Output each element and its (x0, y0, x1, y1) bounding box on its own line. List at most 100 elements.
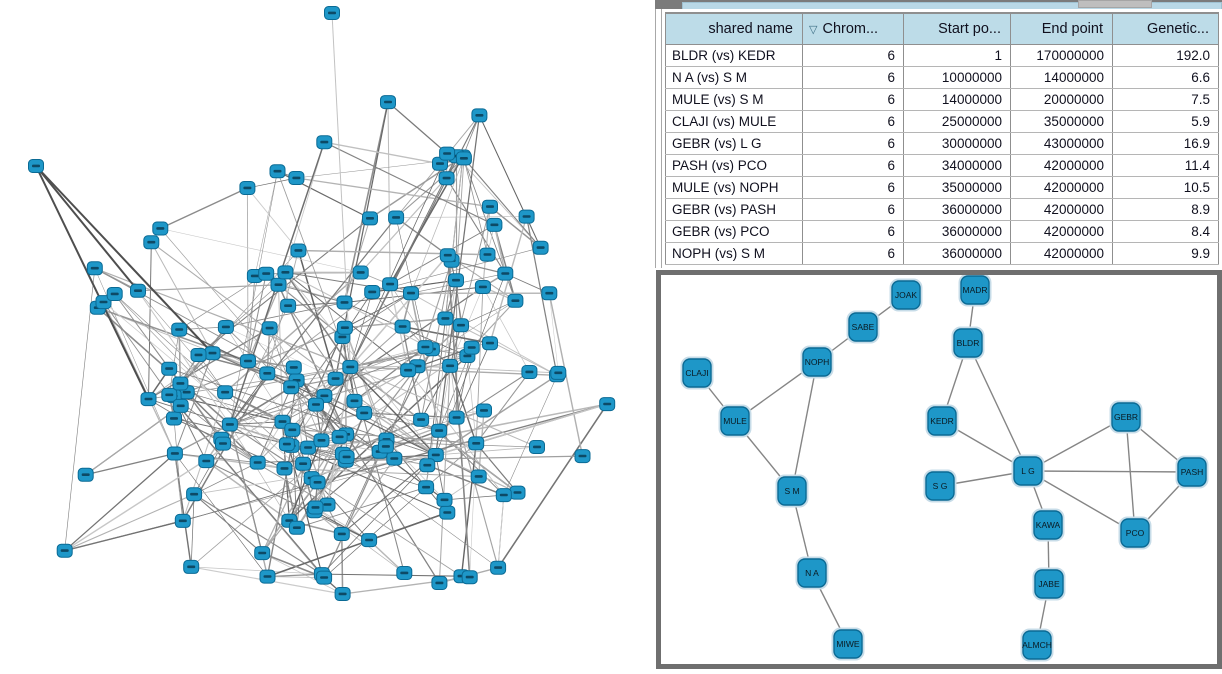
cell-value[interactable]: 42000000 (1011, 243, 1113, 265)
graph-node[interactable] (278, 266, 293, 279)
graph-node[interactable] (260, 570, 275, 583)
cell-value[interactable]: 6 (803, 45, 904, 67)
graph-node[interactable] (167, 412, 182, 425)
graph-node[interactable] (542, 287, 557, 300)
cell-value[interactable]: 43000000 (1011, 133, 1113, 155)
cell-shared-name[interactable]: GEBR (vs) L G (666, 133, 803, 155)
graph-node[interactable] (332, 430, 347, 443)
graph-node[interactable] (440, 249, 455, 262)
graph-node[interactable] (222, 418, 237, 431)
cell-value[interactable]: 30000000 (904, 133, 1011, 155)
graph-node-claji[interactable]: CLAJI (682, 358, 713, 389)
graph-node[interactable] (449, 411, 464, 424)
graph-node[interactable] (216, 437, 231, 450)
graph-node[interactable] (317, 136, 332, 149)
graph-node[interactable] (162, 362, 177, 375)
graph-node-s-g[interactable]: S G (925, 471, 956, 502)
graph-node[interactable] (271, 278, 286, 291)
graph-node-pash[interactable]: PASH (1177, 457, 1208, 488)
cell-shared-name[interactable]: CLAJI (vs) MULE (666, 111, 803, 133)
graph-node[interactable] (153, 222, 168, 235)
column-header-shared-name[interactable]: shared name (666, 13, 803, 45)
cell-shared-name[interactable]: GEBR (vs) PCO (666, 221, 803, 243)
graph-node[interactable] (131, 284, 146, 297)
graph-node[interactable] (262, 322, 277, 335)
graph-node[interactable] (420, 459, 435, 472)
cell-value[interactable]: 7.5 (1113, 89, 1219, 111)
graph-node[interactable] (57, 544, 72, 557)
graph-node[interactable] (397, 567, 412, 580)
cell-value[interactable]: 20000000 (1011, 89, 1113, 111)
graph-node[interactable] (487, 218, 502, 231)
cell-value[interactable]: 42000000 (1011, 155, 1113, 177)
graph-node-almch[interactable]: ALMCH (1022, 630, 1053, 661)
graph-node[interactable] (443, 359, 458, 372)
graph-node[interactable] (334, 528, 349, 541)
cell-value[interactable]: 36000000 (904, 243, 1011, 265)
cell-value[interactable]: 42000000 (1011, 199, 1113, 221)
graph-node[interactable] (309, 398, 324, 411)
graph-node[interactable] (600, 398, 615, 411)
graph-node[interactable] (353, 266, 368, 279)
graph-node[interactable] (199, 455, 214, 468)
graph-node-jabe[interactable]: JABE (1034, 569, 1065, 600)
graph-node[interactable] (310, 476, 325, 489)
graph-node[interactable] (218, 321, 233, 334)
graph-node[interactable] (301, 441, 316, 454)
cell-value[interactable]: 35000000 (1011, 111, 1113, 133)
cell-shared-name[interactable]: PASH (vs) PCO (666, 155, 803, 177)
graph-node[interactable] (357, 407, 372, 420)
cell-value[interactable]: 6 (803, 199, 904, 221)
graph-node[interactable] (475, 281, 490, 294)
cell-value[interactable]: 170000000 (1011, 45, 1113, 67)
graph-node[interactable] (381, 96, 396, 109)
graph-node[interactable] (173, 399, 188, 412)
cell-shared-name[interactable]: BLDR (vs) KEDR (666, 45, 803, 67)
graph-node[interactable] (363, 212, 378, 225)
column-header-end-point[interactable]: End point (1011, 13, 1113, 45)
graph-node[interactable] (437, 493, 452, 506)
cell-value[interactable]: 1 (904, 45, 1011, 67)
graph-node[interactable] (440, 147, 455, 160)
graph-node[interactable] (240, 182, 255, 195)
graph-node[interactable] (477, 404, 492, 417)
cell-value[interactable]: 8.9 (1113, 199, 1219, 221)
graph-node[interactable] (551, 366, 566, 379)
graph-node[interactable] (471, 470, 486, 483)
cell-shared-name[interactable]: GEBR (vs) PASH (666, 199, 803, 221)
cell-value[interactable]: 42000000 (1011, 221, 1113, 243)
column-header-start-po---[interactable]: Start po... (904, 13, 1011, 45)
graph-node[interactable] (260, 367, 275, 380)
cell-value[interactable]: 6 (803, 177, 904, 199)
graph-node[interactable] (187, 488, 202, 501)
graph-node-kedr[interactable]: KEDR (927, 406, 958, 437)
graph-node[interactable] (175, 514, 190, 527)
cell-value[interactable]: 14000000 (1011, 67, 1113, 89)
graph-node[interactable] (78, 468, 93, 481)
graph-node[interactable] (404, 287, 419, 300)
graph-node[interactable] (317, 571, 332, 584)
graph-node-gebr[interactable]: GEBR (1111, 402, 1142, 433)
graph-node[interactable] (141, 393, 156, 406)
graph-node-l-g[interactable]: L G (1013, 456, 1044, 487)
graph-node[interactable] (87, 262, 102, 275)
cell-value[interactable]: 14000000 (904, 89, 1011, 111)
cell-shared-name[interactable]: NOPH (vs) S M (666, 243, 803, 265)
graph-node[interactable] (291, 244, 306, 257)
column-header-genetic---[interactable]: Genetic... (1113, 13, 1219, 45)
graph-node-joak[interactable]: JOAK (891, 280, 922, 311)
graph-node[interactable] (205, 347, 220, 360)
graph-node[interactable] (339, 451, 354, 464)
graph-node-madr[interactable]: MADR (960, 275, 991, 306)
graph-node[interactable] (184, 560, 199, 573)
cell-value[interactable]: 6 (803, 133, 904, 155)
graph-node[interactable] (449, 274, 464, 287)
graph-node[interactable] (314, 434, 329, 447)
